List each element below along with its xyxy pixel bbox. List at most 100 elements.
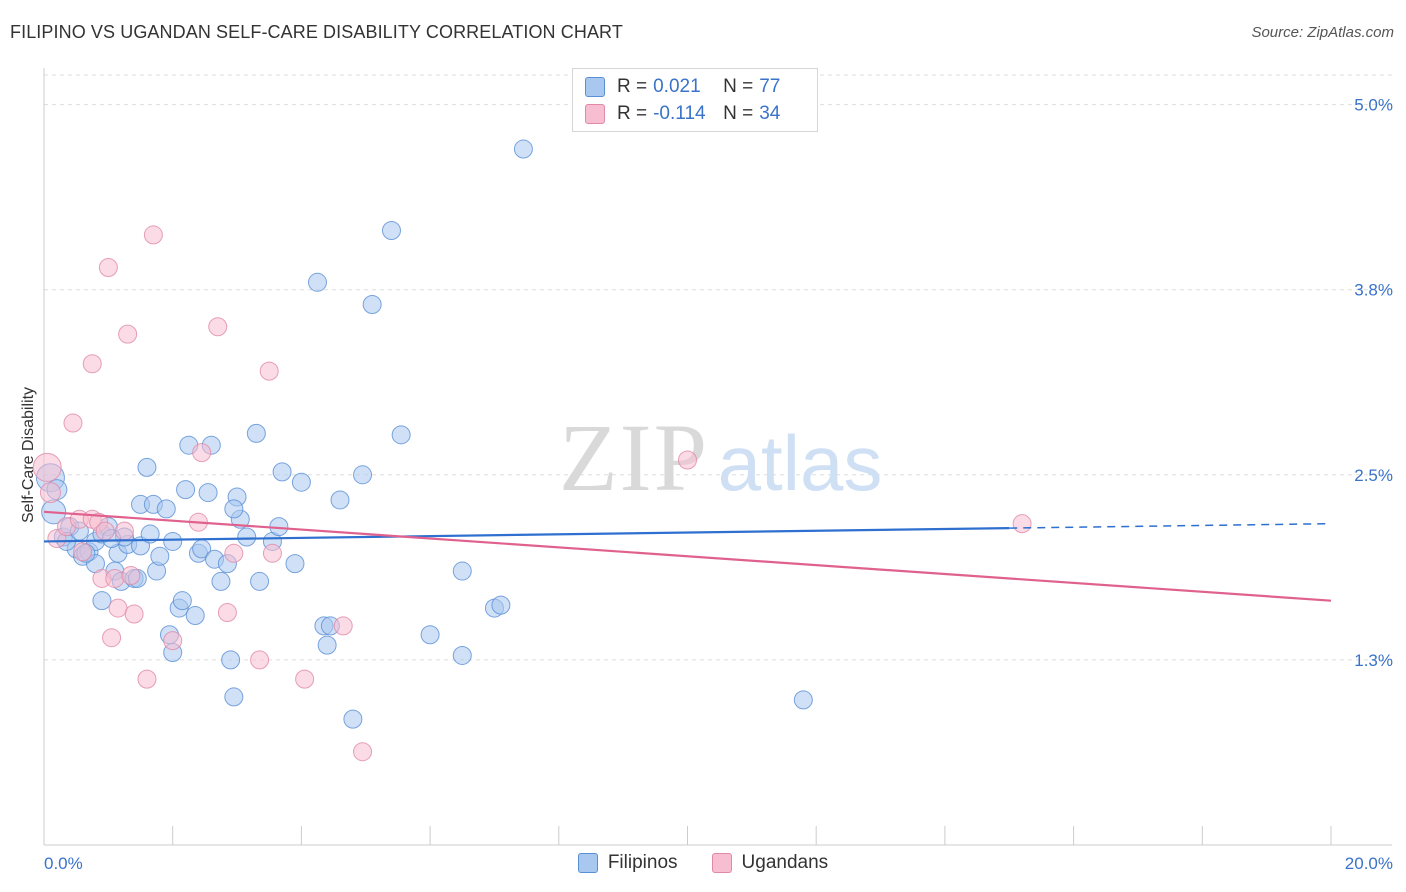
stats-row-ugandans: R = -0.114 N = 34: [585, 101, 780, 127]
filipinos-point: [246, 423, 266, 443]
filipinos-trend-extension: [1009, 522, 1332, 529]
x-tick-label-min: 0.0%: [44, 854, 83, 873]
ugandans-point: [1012, 514, 1032, 534]
ugandans-point: [121, 566, 141, 585]
tick-labels: 1.3% 2.5% 3.8% 5.0% 0.0% 20.0%: [44, 96, 1393, 873]
stats-box: R = 0.021 N = 77 R = -0.114 N = 34: [572, 68, 818, 132]
filipinos-point: [221, 650, 241, 670]
y-tick-label: 2.5%: [1354, 466, 1393, 485]
n-value: 34: [759, 103, 781, 124]
ugandans-point: [114, 521, 134, 541]
chart-title: FILIPINO VS UGANDAN SELF-CARE DISABILITY…: [10, 22, 623, 42]
ugandans-point: [250, 650, 270, 670]
ugandans-point: [259, 361, 279, 381]
ugandans-point: [333, 616, 353, 636]
filipinos-swatch: [577, 853, 598, 873]
filipinos-point: [317, 635, 337, 655]
x-tick-label-max: 20.0%: [1345, 854, 1393, 873]
filipinos-point: [291, 472, 311, 492]
n-label: N =: [723, 103, 754, 124]
watermark: ZIP atlas: [559, 404, 882, 511]
filipinos-point: [140, 524, 160, 544]
ugandans-point: [102, 628, 122, 648]
filipinos-point: [237, 527, 257, 547]
filipinos-point: [272, 462, 292, 482]
filipinos-point: [224, 687, 244, 707]
watermark-atlas: atlas: [718, 419, 883, 507]
legend-label: Filipinos: [607, 852, 678, 873]
y-tick-label: 1.3%: [1354, 651, 1393, 670]
filipinos-point: [137, 457, 157, 477]
ugandans-point: [118, 324, 138, 344]
filipinos-point: [452, 561, 472, 581]
legend-item-filipinos[interactable]: Filipinos: [577, 852, 678, 874]
filipinos-point: [307, 272, 327, 292]
legend-item-ugandans[interactable]: Ugandans: [711, 852, 829, 874]
ugandans-point: [678, 450, 697, 470]
n-label: N =: [723, 76, 754, 97]
filipinos-point: [198, 483, 218, 503]
ugandans-point: [143, 225, 163, 245]
ugandans-point: [137, 669, 157, 689]
ugandans-point: [95, 521, 115, 541]
trend-lines: [43, 510, 1332, 602]
stats-row-filipinos: R = 0.021 N = 77: [585, 74, 780, 100]
ugandans-point: [224, 543, 244, 563]
r-value: -0.114: [653, 103, 706, 124]
y-tick-label: 3.8%: [1354, 281, 1393, 300]
source-credit: Source: ZipAtlas.com: [1251, 24, 1394, 41]
ugandans-point: [163, 631, 183, 651]
ugandans-point: [295, 669, 315, 689]
filipinos-point: [452, 645, 472, 665]
filipinos-point: [172, 591, 192, 611]
ugandans-swatch: [585, 104, 605, 124]
ugandans-point: [262, 543, 282, 563]
ugandans-point: [217, 603, 237, 623]
ugandans-point: [82, 354, 102, 374]
filipinos-point: [793, 690, 813, 710]
filipinos-point: [362, 295, 382, 315]
filipinos-point: [156, 499, 176, 519]
filipinos-point: [513, 139, 533, 159]
r-label: R =: [617, 103, 648, 124]
filipinos-point: [224, 499, 244, 519]
ugandans-point: [32, 452, 62, 482]
ugandans-point: [208, 317, 228, 337]
y-tick-label: 5.0%: [1354, 96, 1393, 115]
ugandans-point: [105, 568, 125, 588]
filipinos-point: [176, 480, 196, 500]
filipinos-point: [491, 595, 511, 615]
ugandans-swatch: [711, 853, 732, 873]
filipinos-trend-line: [43, 527, 1010, 543]
filipinos-point: [420, 625, 440, 645]
legend: Filipinos Ugandans: [0, 852, 1406, 874]
filipinos-point: [343, 709, 363, 729]
filipinos-point: [211, 571, 231, 591]
filipinos-point: [391, 425, 411, 445]
r-value: 0.021: [653, 76, 701, 97]
ugandans-point: [39, 482, 61, 504]
r-label: R =: [617, 76, 648, 97]
filipinos-swatch: [585, 77, 605, 97]
gridlines: [44, 74, 1392, 661]
filipinos-point: [150, 546, 170, 566]
filipinos-point: [92, 591, 112, 611]
n-value: 77: [759, 76, 781, 97]
ugandans-point: [124, 604, 144, 624]
legend-label: Ugandans: [741, 852, 829, 873]
ugandans-point: [98, 258, 118, 277]
ugandans-trend-line: [43, 510, 1332, 602]
filipinos-point: [330, 490, 350, 510]
filipinos-point: [285, 554, 305, 574]
ugandans-point: [108, 598, 128, 618]
filipinos-point: [381, 220, 401, 240]
ugandans-point: [192, 443, 212, 463]
ugandans-point: [73, 542, 93, 562]
filipinos-point: [353, 465, 373, 485]
ugandans-point: [353, 742, 373, 762]
filipinos-point: [163, 531, 183, 551]
filipinos-point: [250, 571, 270, 591]
filipinos-point: [185, 605, 205, 625]
ugandans-point: [63, 413, 83, 433]
